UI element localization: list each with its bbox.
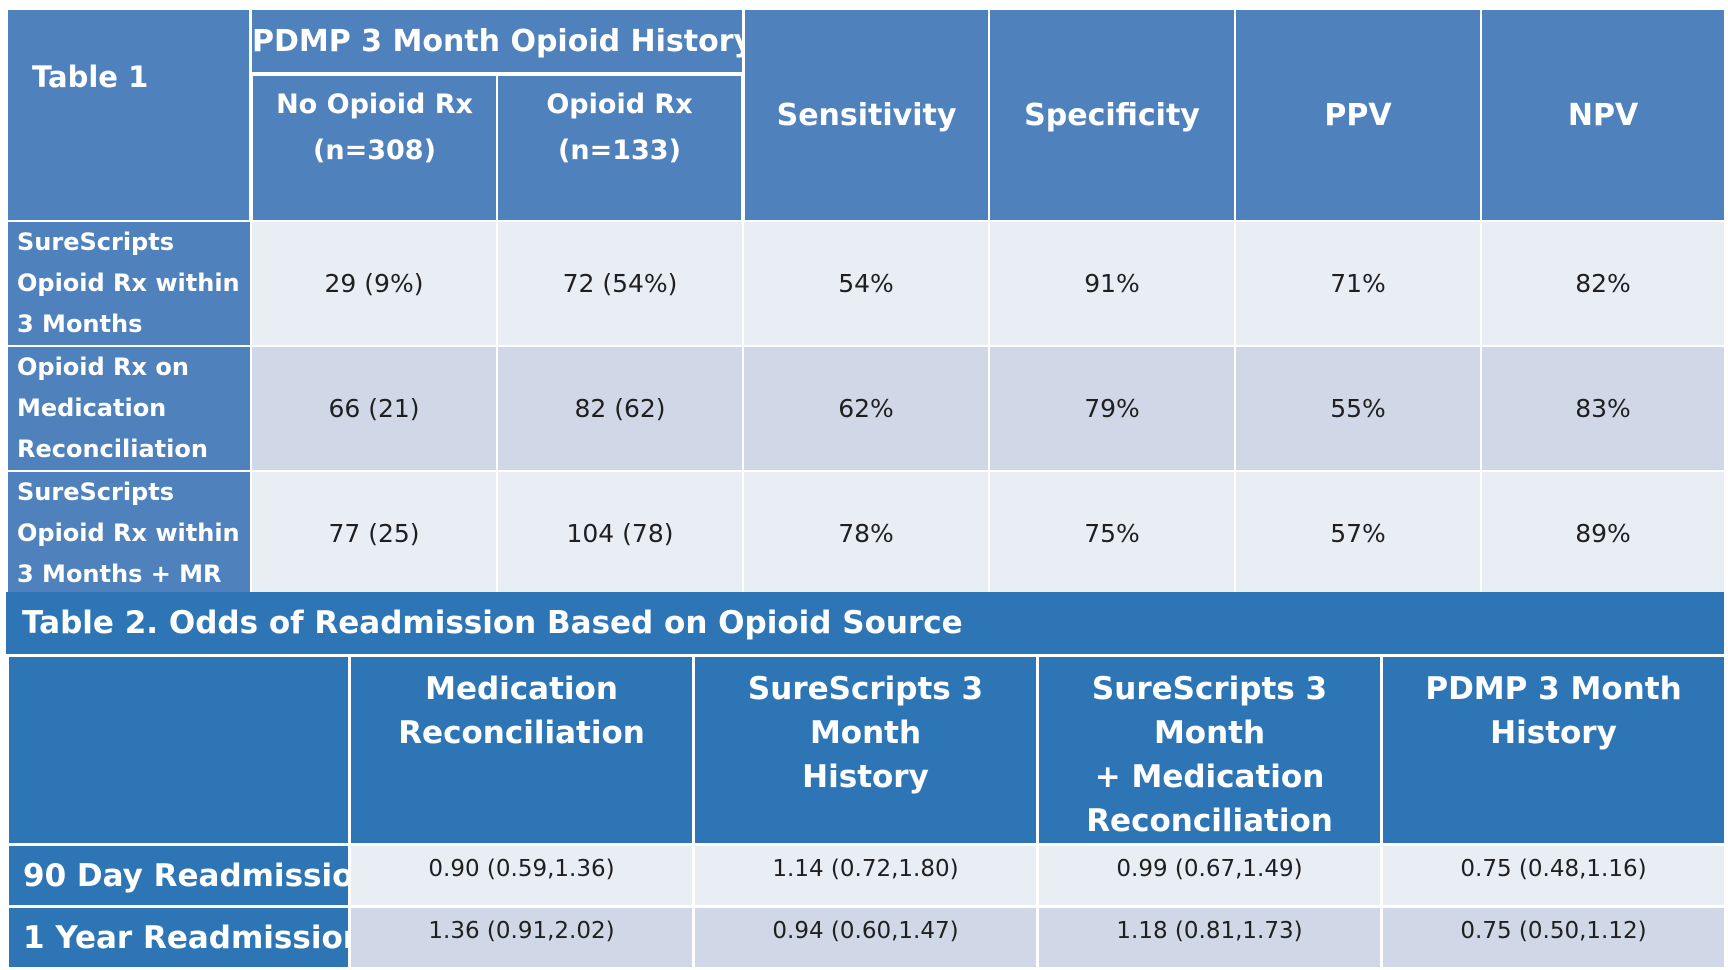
table-cell: 0.94 (0.60,1.47) [692, 905, 1039, 970]
subheader-count: (n=133) [558, 135, 681, 166]
table-row: SureScripts Opioid Rx within 3 Months + … [6, 470, 1726, 597]
table-cell: 72 (54%) [496, 220, 744, 347]
table-cell: 1.14 (0.72,1.80) [692, 843, 1039, 908]
table-cell: 89% [1480, 470, 1726, 597]
table-row: Opioid Rx on Medication Reconciliation 6… [6, 345, 1726, 472]
table-cell: 0.90 (0.59,1.36) [348, 843, 695, 908]
row-label-line: Opioid Rx within [17, 269, 240, 297]
table-1-header-row: Table 1 PDMP 3 Month Opioid History Sens… [6, 8, 1726, 222]
table-cell: 1.36 (0.91,2.02) [348, 905, 695, 970]
table-cell: 104 (78) [496, 470, 744, 597]
header-surescripts-history: SureScripts 3 Month History [692, 654, 1039, 846]
table-row: 1 Year Readmission 1.36 (0.91,2.02) 0.94… [6, 905, 1727, 970]
table-1: Table 1 PDMP 3 Month Opioid History Sens… [6, 8, 1726, 597]
table-cell: 62% [742, 345, 990, 472]
table-cell: 0.75 (0.50,1.12) [1380, 905, 1727, 970]
table-cell: 78% [742, 470, 990, 597]
table-cell: 66 (21) [250, 345, 498, 472]
header-line: Reconciliation [398, 715, 645, 751]
row-label-line: SureScripts [17, 478, 174, 506]
row-label-line: 3 Months + MR [17, 560, 222, 588]
header-line: Medication [425, 671, 618, 707]
row-label-line: Medication [17, 394, 167, 422]
table-cell: 0.99 (0.67,1.49) [1036, 843, 1383, 908]
row-label-line: Opioid Rx on [17, 353, 189, 381]
table-cell: 79% [988, 345, 1236, 472]
subheader-label: No Opioid Rx [276, 89, 473, 120]
table-cell: 82% [1480, 220, 1726, 347]
table-cell: 57% [1234, 470, 1482, 597]
table-row: 90 Day Readmission 0.90 (0.59,1.36) 1.14… [6, 843, 1727, 908]
table-cell: 54% [742, 220, 990, 347]
row-label: 1 Year Readmission [6, 905, 351, 970]
table-cell: 82 (62) [496, 345, 744, 472]
row-label-line: SureScripts [17, 228, 174, 256]
row-label: SureScripts Opioid Rx within 3 Months + … [6, 470, 252, 597]
header-line: + Medication [1094, 759, 1325, 795]
row-label-line: 3 Months [17, 310, 143, 338]
table-2: Medication Reconciliation SureScripts 3 … [6, 654, 1727, 970]
header-line: Reconciliation [1086, 803, 1333, 839]
subheader-label: Opioid Rx [546, 89, 693, 120]
header-specificity: Specificity [988, 8, 1236, 222]
header-line: SureScripts 3 Month [1091, 671, 1328, 751]
header-line: SureScripts 3 Month [747, 671, 984, 751]
header-line: PDMP 3 Month [1425, 671, 1682, 707]
table-2-title: Table 2. Odds of Readmission Based on Op… [6, 592, 1724, 654]
table-cell: 29 (9%) [250, 220, 498, 347]
header-line: History [802, 759, 929, 795]
table-cell: 1.18 (0.81,1.73) [1036, 905, 1383, 970]
table-cell: 0.75 (0.48,1.16) [1380, 843, 1727, 908]
header-ppv: PPV [1234, 8, 1482, 222]
subheader-count: (n=308) [313, 135, 436, 166]
header-npv: NPV [1480, 8, 1726, 222]
subheader-no-opioid-rx: No Opioid Rx (n=308) [249, 72, 498, 222]
table-cell: 77 (25) [250, 470, 498, 597]
header-surescripts-plus-mr: SureScripts 3 Month + Medication Reconci… [1036, 654, 1383, 846]
table-1-title: Table 1 [6, 8, 252, 222]
table-2-header-row: Medication Reconciliation SureScripts 3 … [6, 654, 1727, 846]
table-1-subheader-row: No Opioid Rx (n=308) Opioid Rx (n=133) [7, 72, 1725, 222]
table-cell: 91% [988, 220, 1236, 347]
row-label: SureScripts Opioid Rx within 3 Months [6, 220, 252, 347]
row-label: 90 Day Readmission [6, 843, 351, 908]
table-cell: 71% [1234, 220, 1482, 347]
table-2-corner [6, 654, 351, 846]
header-pdmp-history: PDMP 3 Month History [1380, 654, 1727, 846]
header-sensitivity: Sensitivity [742, 8, 990, 222]
table-cell: 75% [988, 470, 1236, 597]
subheader-opioid-rx: Opioid Rx (n=133) [496, 72, 745, 222]
group-header-pdmp: PDMP 3 Month Opioid History [250, 8, 744, 75]
table-cell: 55% [1234, 345, 1482, 472]
table-row: SureScripts Opioid Rx within 3 Months 29… [6, 220, 1726, 347]
header-medication-reconciliation: Medication Reconciliation [348, 654, 695, 846]
header-line: History [1490, 715, 1617, 751]
table-cell: 83% [1480, 345, 1726, 472]
row-label-line: Reconciliation [17, 435, 208, 463]
row-label: Opioid Rx on Medication Reconciliation [6, 345, 252, 472]
row-label-line: Opioid Rx within [17, 519, 240, 547]
